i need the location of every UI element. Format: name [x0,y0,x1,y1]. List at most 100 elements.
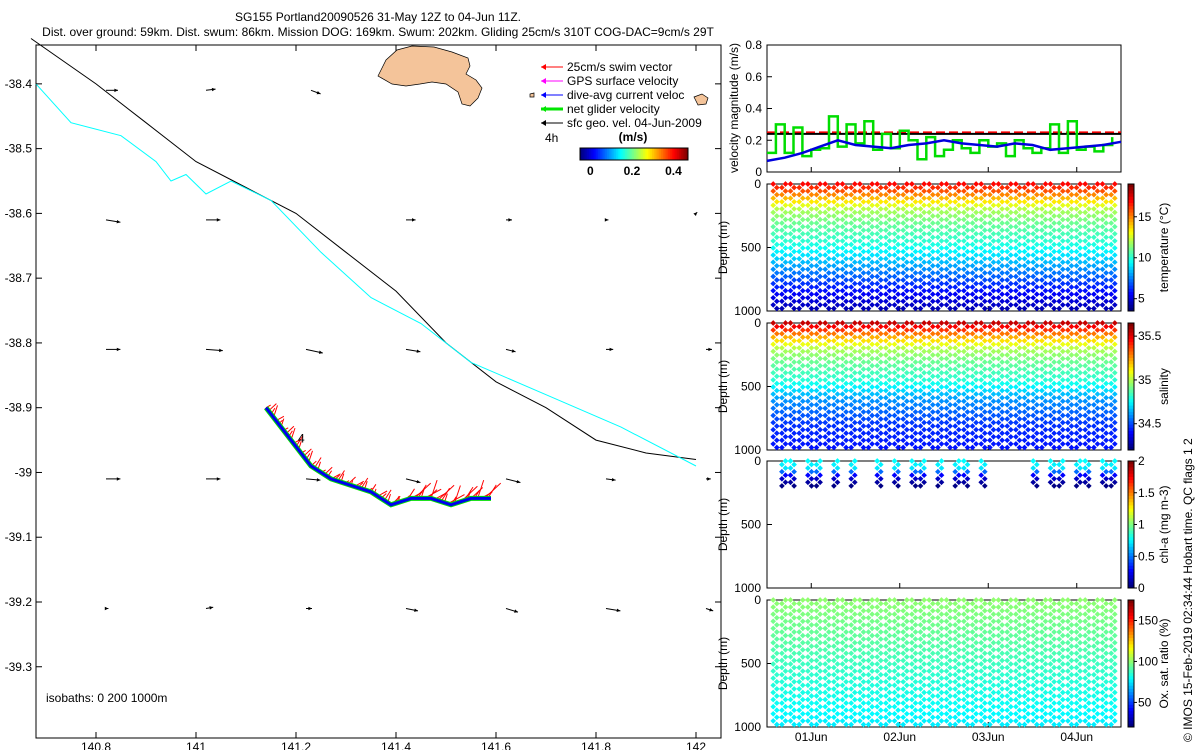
data-point [787,287,794,294]
data-point [990,287,997,294]
data-point [817,188,823,194]
data-point [791,330,797,337]
data-point [1059,273,1066,280]
data-point [813,430,820,437]
data-point [831,270,837,276]
data-point [822,238,829,244]
data-point [851,287,858,294]
data-point [791,262,797,269]
data-point [860,298,867,305]
colorbar-cell [1128,357,1134,362]
data-point [1068,270,1075,276]
data-point [1013,181,1019,187]
data-point [869,195,875,202]
data-point [903,216,910,223]
data-point [1039,305,1045,312]
y-tick-label: -39.2 [5,595,33,609]
data-point [1051,277,1057,283]
data-point [900,305,907,312]
data-point [1091,198,1097,205]
data-point [860,248,867,255]
data-point [857,259,863,266]
colorbar-cell [1128,499,1134,503]
data-point [990,259,997,266]
data-point [990,266,997,273]
data-point [805,405,811,412]
data-point [1016,220,1023,226]
data-point [779,248,785,255]
data-point [903,302,910,308]
data-point [787,216,794,223]
data-point [1091,206,1097,212]
data-point [773,270,780,276]
current-arrow-head [308,606,312,611]
data-point [848,277,855,283]
data-point [808,206,815,212]
data-point [935,198,941,205]
data-point [1108,284,1115,290]
colorbar-cell [1128,361,1134,365]
data-point [825,298,832,305]
data-point [995,245,1002,251]
colorbar-cell [1128,247,1134,252]
data-point [1013,266,1019,273]
data-point [1108,241,1115,248]
colorbar-cell [648,148,651,160]
data-point [1077,181,1083,187]
data-point [825,270,832,276]
data-point [869,252,875,258]
data-point [1065,287,1071,294]
data-point [825,366,832,373]
data-point [1077,195,1083,202]
data-point [805,320,811,326]
data-point [1007,287,1014,294]
data-point [943,181,950,187]
data-point [903,223,910,230]
data-point [1068,198,1075,205]
data-point [848,227,855,234]
data-point [851,259,858,266]
data-point [1099,266,1106,273]
data-point [805,362,811,369]
data-point [808,234,815,241]
data-point [805,266,811,273]
data-point [895,234,901,241]
data-point [900,213,907,219]
colorbar-tick-label: 10 [1138,251,1152,265]
y-tick-label: 0 [754,454,761,468]
data-point [1007,259,1014,266]
data-point [860,220,867,226]
data-point [805,252,811,258]
data-point [773,387,780,394]
data-point [883,184,889,191]
data-point [935,184,941,191]
data-point [782,412,789,419]
colorbar-cell [580,148,583,160]
colorbar-cell [1128,301,1134,306]
data-point [877,270,884,276]
data-point [813,323,820,330]
data-point [857,280,863,287]
data-point [1068,206,1075,212]
colorbar-cell [1128,470,1134,475]
data-point [912,198,919,205]
data-point [938,245,945,251]
data-point [1016,184,1023,191]
data-point [808,248,815,255]
data-point [877,198,884,205]
data-point [874,216,881,223]
data-point [839,266,846,273]
data-point [860,270,867,276]
data-point [909,223,915,230]
data-point [938,252,945,258]
data-point [900,198,907,205]
colorbar-cell [1128,364,1134,368]
data-point [1091,241,1097,248]
data-point [808,284,815,290]
data-point [1033,255,1040,262]
data-point [1039,277,1045,283]
colorbar-cell [1128,553,1134,557]
data-point [791,366,797,373]
data-point [900,206,907,212]
data-point [964,305,971,312]
